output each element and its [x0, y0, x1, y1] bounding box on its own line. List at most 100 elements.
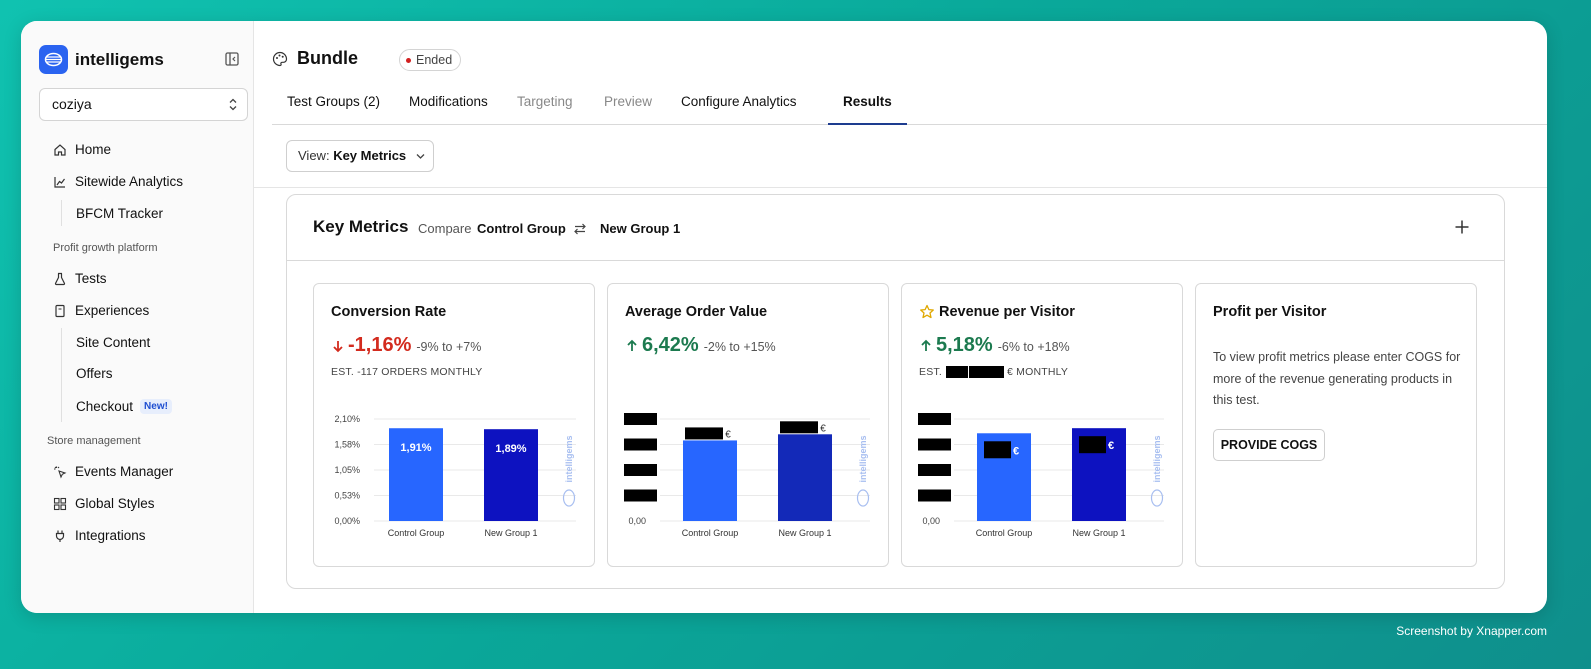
plus-icon[interactable] [1454, 219, 1470, 235]
tab-test-groups[interactable]: Test Groups (2) [287, 94, 381, 109]
y-tick-label: 2,10% [334, 414, 360, 424]
store-select[interactable]: coziya [39, 88, 248, 121]
sidebar-item-experiences[interactable]: Experiences [53, 303, 149, 318]
card-title: Profit per Visitor [1213, 304, 1327, 320]
plug-icon [53, 529, 67, 543]
data-label-currency: € [1013, 445, 1019, 457]
data-label-currency: € [820, 423, 826, 434]
view-select[interactable]: View: Key Metrics [286, 140, 434, 172]
bar-control-group [389, 428, 443, 521]
bar-control-group [683, 440, 737, 521]
metric-change: 5,18% -6% to +18% [919, 334, 1070, 357]
pages-icon [53, 304, 67, 318]
redacted-data-label [984, 441, 1011, 459]
watermark-text: intelligems [858, 435, 868, 482]
tab-preview[interactable]: Preview [604, 94, 653, 109]
sidebar-item-global-styles[interactable]: Global Styles [53, 496, 155, 511]
compare-group-a[interactable]: Control Group [477, 221, 566, 236]
store-select-value: coziya [52, 96, 92, 112]
screenshot-credit: Screenshot by Xnapper.com [1396, 624, 1547, 638]
sidebar-item-checkout[interactable]: Checkout New! [76, 399, 172, 414]
sidebar-item-site-content[interactable]: Site Content [76, 335, 150, 350]
view-select-value: Key Metrics [333, 148, 407, 163]
profit-info-text: To view profit metrics please enter COGS… [1213, 350, 1461, 407]
sidebar-item-home[interactable]: Home [53, 142, 111, 157]
sidebar-item-label: Offers [76, 366, 113, 381]
watermark-logo-icon [856, 489, 870, 507]
redacted-tick-label [624, 438, 657, 451]
divider [254, 187, 1547, 188]
grid-icon [53, 497, 67, 511]
sidebar-item-label: Experiences [75, 303, 150, 318]
home-icon [53, 143, 67, 157]
card-title: Conversion Rate [331, 304, 447, 320]
sidebar-item-bfcm-tracker[interactable]: BFCM Tracker [76, 206, 163, 221]
metric-value: 5,18% [936, 334, 993, 356]
revenue-per-visitor-card[interactable]: Revenue per Visitor 5,18% -6% to +18% ES… [901, 283, 1183, 567]
subnav-line [61, 200, 62, 226]
status-badge: Ended [399, 49, 462, 71]
tab-modifications[interactable]: Modifications [409, 94, 488, 109]
brand-logo-icon [39, 45, 68, 74]
sidebar-item-sitewide-analytics[interactable]: Sitewide Analytics [53, 174, 183, 189]
sidebar-item-label: BFCM Tracker [76, 206, 164, 221]
sidebar-item-offers[interactable]: Offers [76, 366, 113, 381]
profit-per-visitor-card: Profit per Visitor To view profit metric… [1195, 283, 1477, 567]
conversion-rate-card[interactable]: Conversion Rate -1,16% -9% to +7% EST. -… [313, 283, 595, 567]
redacted-tick-label [918, 464, 951, 476]
redacted-data-label [780, 421, 818, 434]
redacted-tick-label [918, 438, 951, 451]
tab-results[interactable]: Results [828, 81, 907, 125]
sidebar-item-events-manager[interactable]: Events Manager [53, 464, 173, 479]
compare-group-b[interactable]: New Group 1 [600, 221, 681, 236]
arrow-up-icon [921, 339, 931, 351]
data-label: 1,91% [400, 442, 431, 454]
swap-icon[interactable] [573, 222, 587, 236]
brand[interactable]: intelligems [39, 45, 164, 74]
metric-range: -9% to +7% [416, 340, 482, 354]
redacted-tick-label [918, 489, 951, 502]
sidebar-item-tests[interactable]: Tests [53, 271, 107, 286]
sidebar-item-label: Integrations [75, 528, 146, 543]
y-tick-label: 1,58% [334, 440, 360, 450]
compare-label: Compare [418, 221, 472, 236]
x-tick-label: Control Group [976, 528, 1033, 538]
x-tick-label: New Group 1 [778, 528, 831, 538]
sidebar-item-integrations[interactable]: Integrations [53, 528, 146, 543]
redacted-tick-label [624, 464, 657, 476]
status-dot [406, 57, 411, 63]
key-metrics-header: Key Metrics Compare Control Group New Gr… [287, 195, 1504, 261]
sidebar-collapse-icon[interactable] [225, 52, 239, 66]
section-profit-growth: Profit growth platform [53, 242, 158, 254]
card-title-text: Revenue per Visitor [939, 304, 1075, 320]
page-title: Bundle [272, 48, 358, 69]
sidebar-item-label: Global Styles [75, 496, 155, 511]
key-metrics-title: Key Metrics [313, 217, 409, 236]
average-order-value-card[interactable]: Average Order Value 6,42% -2% to +15% 0,… [607, 283, 889, 567]
arrow-up-icon [627, 339, 637, 351]
section-store-management: Store management [47, 435, 141, 447]
watermark-logo-icon [562, 489, 576, 507]
x-tick-label: New Group 1 [1072, 528, 1125, 538]
star-icon[interactable] [919, 304, 935, 320]
provide-cogs-button[interactable]: PROVIDE COGS [1213, 429, 1325, 461]
arrow-down-icon [333, 340, 343, 352]
y-tick-label: 0,00 [628, 516, 646, 526]
metric-value: 6,42% [642, 334, 699, 356]
x-tick-label: Control Group [388, 528, 445, 538]
bar-new-group-1 [778, 434, 832, 521]
estimate-text: EST. € MONTHLY [919, 366, 1068, 378]
cursor-click-icon [53, 465, 67, 479]
y-tick-label: 1,05% [334, 465, 360, 475]
tab-targeting[interactable]: Targeting [517, 94, 573, 109]
tab-bar: Test Groups (2) Modifications Targeting … [272, 81, 1547, 125]
metric-change: 6,42% -2% to +15% [625, 334, 776, 357]
redacted-block [968, 366, 1004, 378]
bar-new-group-1 [484, 429, 538, 521]
data-label-currency: € [725, 429, 731, 440]
sidebar-item-label: Checkout [76, 399, 134, 414]
sidebar-item-label: Events Manager [75, 464, 174, 479]
chevron-down-icon [416, 154, 425, 159]
watermark-text: intelligems [564, 435, 574, 482]
tab-configure-analytics[interactable]: Configure Analytics [681, 94, 797, 109]
